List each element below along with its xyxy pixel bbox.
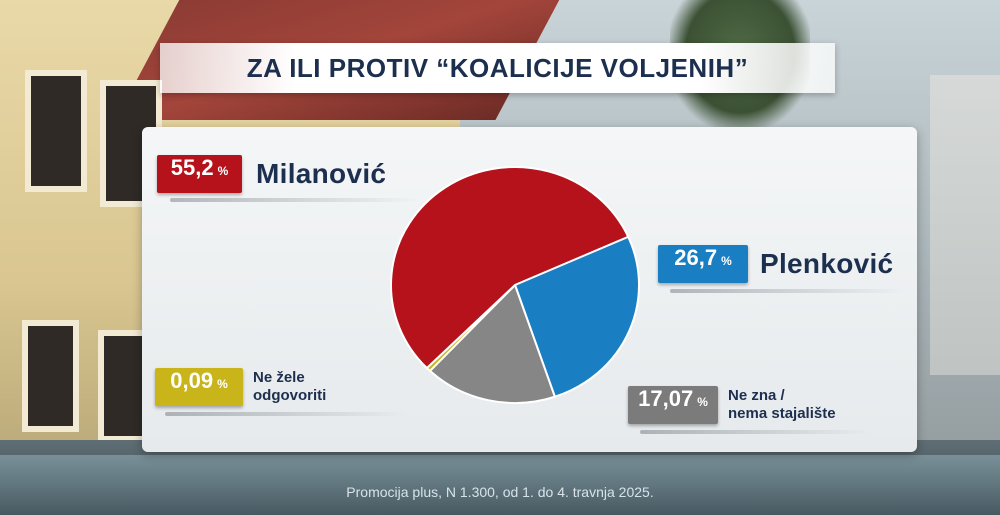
slice-label-no-answer: 0,09 % Ne žele odgovoriti	[155, 368, 326, 406]
slice-label-dont-know: 17,07 % Ne zna / nema stajalište	[628, 386, 836, 424]
value-badge-dont-know: 17,07 %	[628, 386, 718, 424]
percent-sign: %	[721, 254, 732, 268]
label-underline	[170, 198, 420, 202]
building-window	[22, 320, 79, 432]
slice-label-plenkovic: 26,7 % Plenković	[658, 245, 893, 283]
title-bar: ZA ILI PROTIV “KOALICIJE VOLJENIH”	[160, 43, 835, 93]
value-badge-milanovic: 55,2 %	[157, 155, 242, 193]
name-dont-know: Ne zna / nema stajalište	[728, 387, 836, 423]
name-dont-know-line1: Ne zna /	[728, 387, 785, 404]
right-building	[930, 75, 1000, 375]
label-underline	[640, 430, 870, 434]
chart-title: ZA ILI PROTIV “KOALICIJE VOLJENIH”	[246, 52, 749, 83]
label-underline	[670, 289, 905, 293]
value-badge-plenkovic: 26,7 %	[658, 245, 748, 283]
pie-slice-milanovi-	[390, 166, 630, 370]
name-milanovic: Milanović	[256, 158, 387, 189]
value-badge-no-answer: 0,09 %	[155, 368, 243, 406]
building-window	[25, 70, 87, 192]
name-no-answer-line1: Ne žele	[253, 369, 305, 386]
slice-label-milanovic: 55,2 % Milanović	[157, 155, 386, 193]
percent-sign: %	[697, 395, 708, 409]
value-milanovic: 55,2	[170, 155, 214, 180]
name-dont-know-line2: nema stajalište	[728, 405, 836, 422]
value-plenkovic: 26,7	[674, 245, 718, 270]
percent-sign: %	[217, 164, 229, 178]
value-no-answer: 0,09	[170, 368, 214, 393]
source-footnote: Promocija plus, N 1.300, od 1. do 4. tra…	[346, 484, 654, 500]
pie-chart	[390, 166, 640, 404]
name-no-answer-line2: odgovoriti	[253, 387, 327, 404]
value-dont-know: 17,07	[638, 386, 694, 411]
pie-slice-plenkovi-	[513, 232, 640, 398]
street	[0, 440, 1000, 515]
light-streak	[0, 455, 1000, 515]
label-underline	[165, 412, 405, 416]
percent-sign: %	[217, 377, 228, 391]
pie-slice-ne-zna-nema-stajali-te	[428, 283, 557, 404]
name-plenkovic: Plenković	[760, 248, 894, 279]
name-no-answer: Ne žele odgovoriti	[253, 369, 326, 405]
